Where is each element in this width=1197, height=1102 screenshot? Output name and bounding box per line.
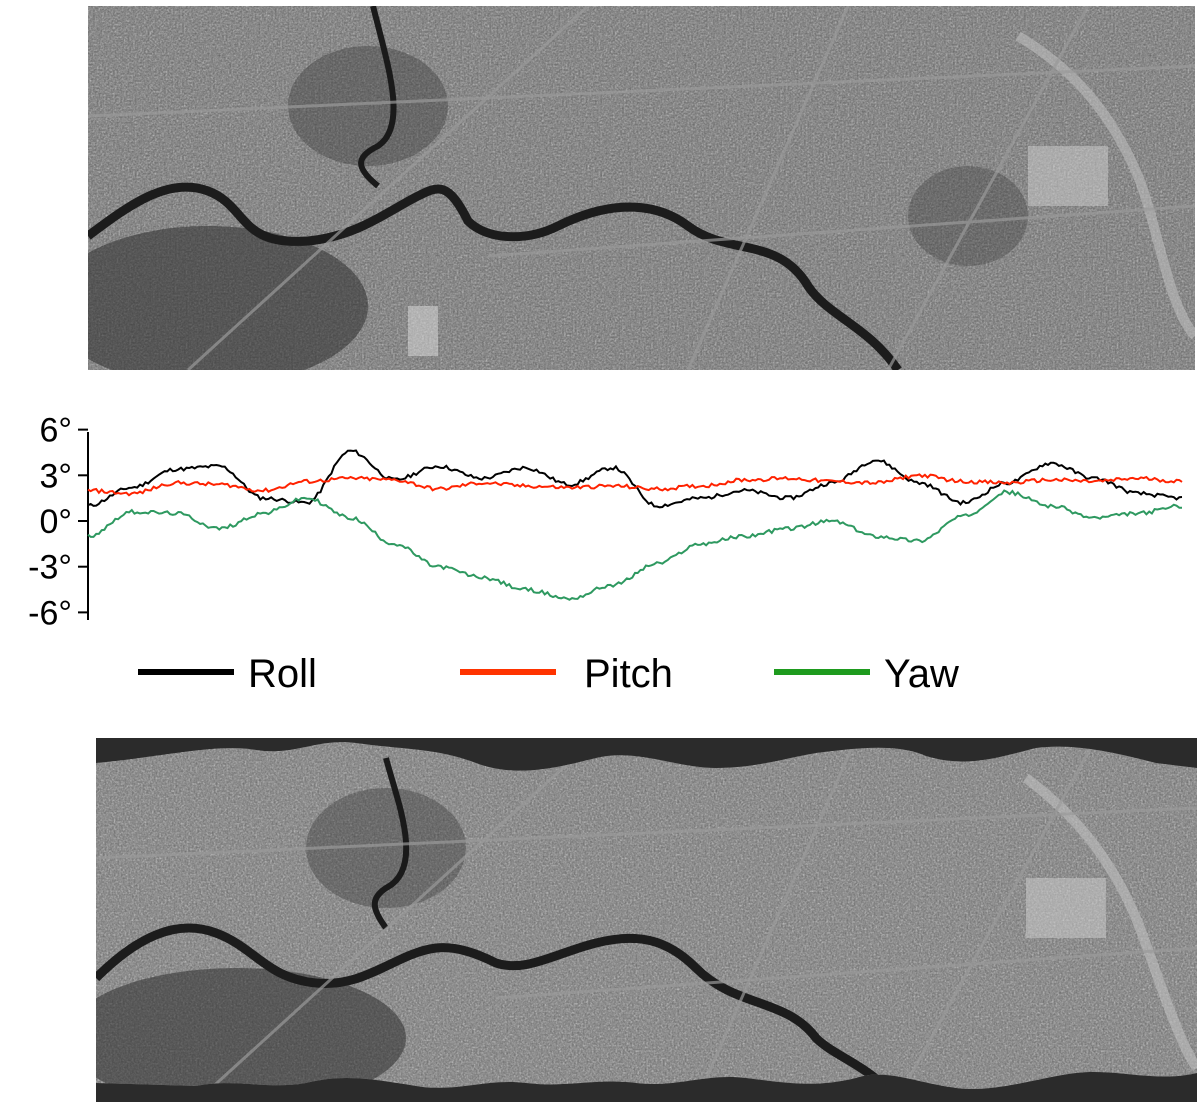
- legend: Roll Pitch Yaw: [138, 652, 959, 696]
- y-axis: 6° 3° 0° -3° -6°: [28, 412, 89, 632]
- series-line-yaw: [87, 489, 1182, 601]
- aerial-image-bottom: [96, 738, 1197, 1102]
- y-tick-label: 3°: [39, 457, 72, 495]
- legend-label-roll: Roll: [248, 652, 317, 696]
- y-tick-label: -3°: [28, 549, 72, 587]
- y-tick-label: 6°: [39, 412, 72, 450]
- y-tick-label: -6°: [28, 594, 72, 632]
- y-tick-label: 0°: [39, 503, 72, 541]
- legend-label-pitch: Pitch: [584, 652, 673, 696]
- aerial-image-top: [88, 6, 1195, 370]
- series-line-roll: [87, 449, 1183, 509]
- attitude-chart: 6° 3° 0° -3° -6° Roll Pitch Yaw: [28, 412, 1183, 696]
- legend-label-yaw: Yaw: [884, 652, 959, 696]
- series-line-pitch: [87, 473, 1183, 497]
- series-layer: [87, 449, 1183, 601]
